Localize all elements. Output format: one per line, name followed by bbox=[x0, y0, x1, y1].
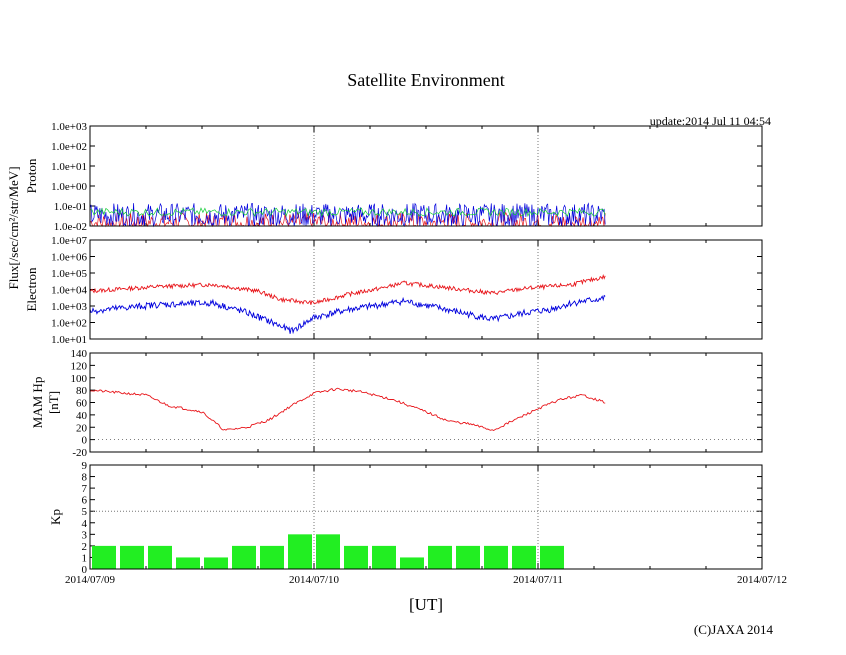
electron-series-red bbox=[89, 274, 606, 305]
y-tick-label: 1.0e+03 bbox=[51, 301, 87, 313]
y-tick-label: 80 bbox=[76, 385, 88, 397]
kp-bar bbox=[484, 545, 508, 569]
proton-series-green bbox=[90, 207, 606, 218]
kp-bar bbox=[316, 534, 340, 569]
y-tick-label: 3 bbox=[82, 529, 88, 541]
panel-electron: 1.0e+01 1.0e+02 1.0e+03 1.0e+04 1.0e+05 1.0e+… bbox=[24, 235, 763, 346]
y-tick-label: 1.0e+05 bbox=[51, 268, 87, 280]
electron-series-blue bbox=[89, 294, 606, 335]
panel-ylabel: MAM Hp bbox=[30, 377, 45, 429]
kp-bar bbox=[260, 545, 284, 569]
y-tick-label: 0 bbox=[82, 435, 88, 447]
y-tick-label: 9 bbox=[82, 460, 88, 472]
y-tick-label: -20 bbox=[72, 447, 87, 459]
y-tick-label: 1.0e+04 bbox=[51, 285, 87, 297]
kp-bar bbox=[540, 545, 564, 569]
y-tick-label: 1.0e+06 bbox=[51, 252, 87, 264]
x-tick-label: 2014/07/11 bbox=[513, 574, 563, 586]
y-tick-label: 1.0e+02 bbox=[51, 318, 87, 330]
x-tick-label: 2014/07/09 bbox=[65, 574, 116, 586]
proton-series-blue bbox=[89, 202, 606, 228]
kp-bar bbox=[204, 557, 228, 569]
y-tick-label: 1.0e+03 bbox=[51, 121, 87, 133]
y-tick-label: 40 bbox=[76, 410, 88, 422]
y-tick-label: 140 bbox=[71, 348, 88, 360]
x-tick-label: 2014/07/12 bbox=[737, 574, 787, 586]
kp-bar bbox=[232, 545, 256, 569]
kp-bar bbox=[92, 545, 116, 569]
panels-group: 1.0e-021.0e-011.0e+001.0e+011.0e+021.0e+… bbox=[24, 121, 787, 586]
y-tick-label: 1.0e+01 bbox=[51, 161, 87, 173]
x-tick-label: 2014/07/10 bbox=[289, 574, 340, 586]
y-tick-label: 1.0e-02 bbox=[54, 221, 87, 233]
panel-frame bbox=[89, 464, 763, 570]
chart-title: Satellite Environment bbox=[347, 70, 504, 90]
copyright-text: (C)JAXA 2014 bbox=[694, 622, 774, 637]
y-tick-label: 5 bbox=[82, 506, 88, 518]
hp-series-red bbox=[89, 387, 606, 432]
panel-frame bbox=[89, 125, 763, 227]
y-tick-label: 1.0e+01 bbox=[51, 334, 87, 346]
y-tick-label: 2 bbox=[82, 541, 88, 553]
kp-bar bbox=[428, 545, 452, 569]
kp-bar bbox=[288, 534, 312, 569]
kp-bar bbox=[456, 545, 480, 569]
y-tick-label: 20 bbox=[76, 422, 88, 434]
y-tick-label: 1.0e+02 bbox=[51, 141, 87, 153]
x-axis-label: [UT] bbox=[409, 595, 443, 614]
kp-bar bbox=[120, 545, 144, 569]
y-tick-label: 6 bbox=[82, 495, 88, 507]
kp-bar bbox=[344, 545, 368, 569]
panel-ylabel: [nT] bbox=[46, 391, 61, 414]
kp-bar bbox=[148, 545, 172, 569]
update-timestamp: update:2014 Jul 11 04:54 bbox=[650, 114, 771, 128]
shared-flux-ylabel: Flux[/sec/cm²/str/MeV] bbox=[6, 166, 21, 289]
y-tick-label: 8 bbox=[82, 472, 88, 484]
panel-ylabel: Electron bbox=[24, 267, 39, 312]
y-tick-label: 1.0e+07 bbox=[51, 235, 87, 247]
panel-frame bbox=[89, 239, 763, 340]
y-tick-label: 60 bbox=[76, 398, 88, 410]
y-tick-label: 100 bbox=[71, 373, 88, 385]
panel-ylabel: Kp bbox=[48, 509, 63, 525]
kp-bar bbox=[512, 545, 536, 569]
y-tick-label: 7 bbox=[82, 483, 88, 495]
kp-bar bbox=[372, 545, 396, 569]
y-tick-label: 0 bbox=[82, 564, 88, 576]
kp-bar bbox=[176, 557, 200, 569]
panel-ylabel: Proton bbox=[24, 158, 39, 193]
panel-frame bbox=[89, 352, 763, 453]
y-tick-label: 120 bbox=[71, 360, 88, 372]
kp-bar bbox=[400, 557, 424, 569]
y-tick-label: 1 bbox=[82, 552, 88, 564]
panel-proton: 1.0e-02 1.0e-01 1.0e+00 1.0e+01 1.0e+02 1.0e+… bbox=[24, 121, 763, 233]
y-tick-label: 4 bbox=[82, 518, 88, 530]
y-tick-label: 1.0e-01 bbox=[54, 201, 87, 213]
y-tick-label: 1.0e+00 bbox=[51, 181, 87, 193]
